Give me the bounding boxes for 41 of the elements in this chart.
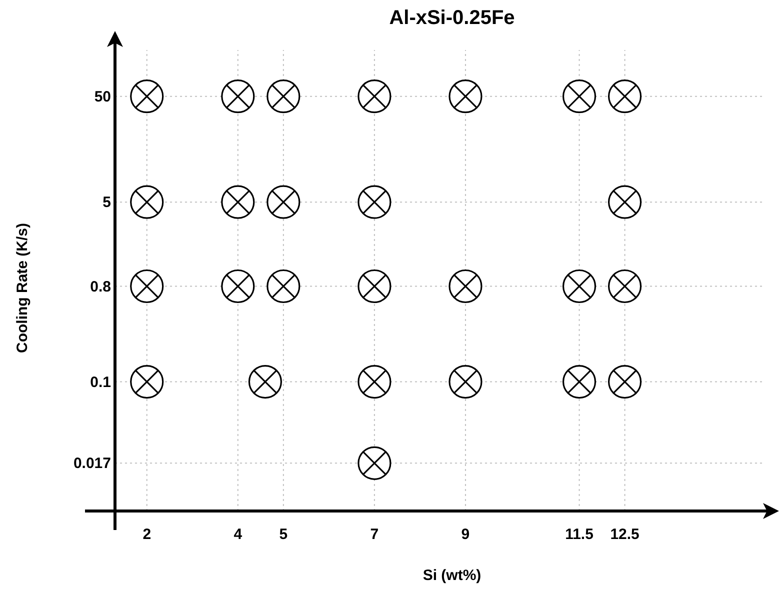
y-tick-label: 0.8: [90, 278, 111, 296]
point: [448, 364, 482, 399]
point: [358, 446, 392, 480]
y-tick-label: 0.017: [73, 455, 111, 472]
point: [248, 364, 282, 399]
point: [358, 269, 392, 304]
point: [221, 80, 255, 114]
x-tick-label: 12.5: [610, 526, 640, 543]
point: [221, 269, 255, 304]
point: [358, 185, 392, 219]
point: [562, 269, 596, 304]
point: [608, 80, 642, 114]
point: [266, 269, 300, 304]
x-tick-label: 7: [370, 526, 379, 543]
point: [448, 269, 482, 304]
point: [130, 80, 164, 114]
point: [130, 185, 164, 219]
x-axis-title: Si (wt%): [422, 567, 482, 584]
chart-title: Al-xSi-0.25Fe: [389, 7, 515, 29]
point: [448, 80, 482, 114]
point: [608, 185, 642, 219]
x-tick-label: 11.5: [565, 526, 594, 543]
point: [358, 80, 392, 114]
point: [562, 364, 596, 399]
point: [130, 269, 164, 304]
point: [358, 364, 392, 399]
point: [130, 364, 164, 399]
y-tick-label: 0.1: [90, 374, 111, 391]
point: [562, 80, 596, 114]
point: [221, 185, 255, 219]
point: [608, 364, 642, 399]
x-tick-label: 5: [279, 526, 288, 543]
x-tick-label: 4: [234, 526, 243, 543]
point: [608, 269, 642, 304]
y-tick-label: 50: [94, 88, 111, 106]
x-tick-label: 2: [142, 526, 152, 543]
x-tick-label: 9: [461, 526, 470, 543]
point: [266, 185, 300, 219]
point: [266, 80, 300, 114]
y-tick-label: 5: [102, 194, 111, 212]
y-axis-title: Cooling Rate (K/s): [14, 223, 31, 353]
